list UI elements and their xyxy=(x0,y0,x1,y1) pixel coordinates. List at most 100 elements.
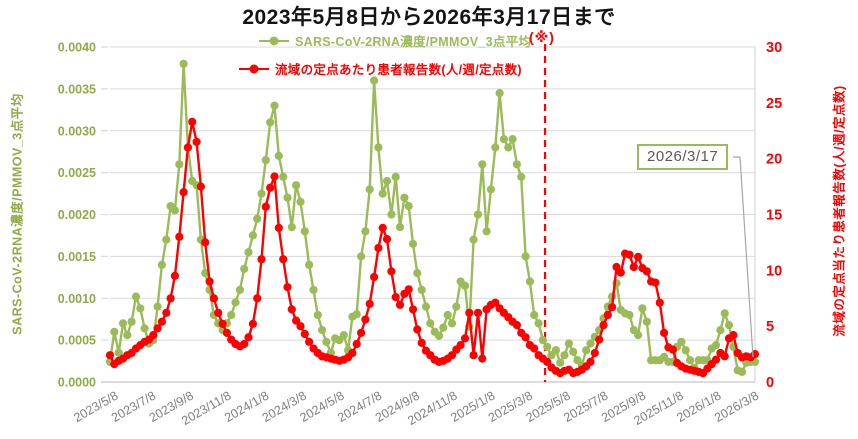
rna-series-marker xyxy=(724,321,734,330)
rna-series-marker xyxy=(681,346,690,355)
chart-title: 2023年5月8日から2026年3月17日まで xyxy=(242,6,616,29)
rna-series-marker xyxy=(569,347,578,356)
rna-series-marker xyxy=(504,143,513,152)
rna-series-marker xyxy=(352,310,361,319)
patients-series-marker xyxy=(153,324,162,333)
legend-item-rna: SARS-CoV-2RNA濃度/PMMOV_3点平均 xyxy=(259,31,531,50)
patients-series-marker xyxy=(300,329,309,339)
rna-series-marker xyxy=(499,135,508,144)
legend-item-patients: 流域の定点あたり患者報告数(人/週/定点数) xyxy=(239,59,522,78)
patients-series-marker xyxy=(166,294,175,303)
rna-series-marker xyxy=(460,281,470,290)
rna-series-marker xyxy=(244,248,253,257)
rna-series-marker xyxy=(711,341,721,350)
patients-series-marker xyxy=(253,294,262,303)
rna-series-marker xyxy=(586,339,595,348)
rna-series-marker xyxy=(391,172,400,181)
patients-series-marker xyxy=(365,299,374,308)
rna-series-marker xyxy=(443,310,452,320)
rna-series-marker xyxy=(538,336,548,345)
rna-series-marker xyxy=(305,260,314,269)
patients-series-marker xyxy=(469,351,478,360)
rna-series-marker xyxy=(370,76,379,85)
rna-series-marker xyxy=(292,181,301,190)
rna-series-marker xyxy=(118,319,128,328)
rna-series-marker xyxy=(473,210,483,219)
patients-series-marker xyxy=(183,143,192,152)
rna-series-marker xyxy=(517,172,526,181)
rna-series-marker xyxy=(512,160,522,169)
rna-series-marker xyxy=(564,339,574,348)
patients-series-marker xyxy=(105,351,115,360)
patients-series-marker xyxy=(352,339,361,349)
rna-series-marker xyxy=(395,223,405,232)
patients-series-marker xyxy=(374,243,383,253)
patients-series-marker xyxy=(590,348,599,358)
rna-series-marker xyxy=(357,252,366,261)
rna-series-marker xyxy=(235,285,244,294)
rna-series-marker xyxy=(231,298,240,307)
rna-series-marker xyxy=(638,304,647,313)
right-tick-label: 30 xyxy=(766,40,782,56)
patients-series-marker xyxy=(473,308,483,317)
rna-series-marker xyxy=(408,239,418,248)
rna-series-marker xyxy=(508,135,517,144)
patients-series-marker xyxy=(261,202,270,211)
patients-series-marker xyxy=(720,352,729,361)
rna-series-marker xyxy=(426,319,435,328)
patients-series-marker xyxy=(188,117,197,126)
patients-series-marker xyxy=(530,344,539,353)
patients-series-marker xyxy=(162,308,171,317)
rna-series-marker xyxy=(248,231,257,240)
rna-series-marker xyxy=(309,285,318,294)
patients-series-marker xyxy=(512,321,522,330)
rna-series-marker xyxy=(421,302,431,311)
annotation-label: 2026/3/17 xyxy=(647,148,719,165)
rna-series-marker xyxy=(404,202,413,211)
rna-series-marker xyxy=(157,260,166,269)
annotation-box: 2026/3/17 xyxy=(637,144,729,170)
patients-series-marker xyxy=(287,305,296,314)
rna-series-marker xyxy=(677,337,686,346)
rna-series-marker xyxy=(486,185,495,194)
patients-series-marker xyxy=(660,328,669,337)
patients-series-marker xyxy=(491,298,500,307)
patients-series-marker xyxy=(370,272,379,282)
annotation-leader-line xyxy=(733,156,754,357)
right-tick-label: 5 xyxy=(766,319,774,335)
rna-series-marker xyxy=(131,292,141,301)
rna-series-marker xyxy=(551,346,561,355)
rna-series-marker xyxy=(400,193,409,202)
rna-series-marker xyxy=(175,160,184,169)
legend-line-marker-rna-icon xyxy=(259,36,289,46)
patients-series-marker xyxy=(465,308,474,317)
rna-series-marker xyxy=(110,327,119,336)
patients-series-marker xyxy=(413,325,422,334)
patients-series-marker xyxy=(608,303,617,312)
rna-series-marker xyxy=(556,358,565,367)
rna-series-marker xyxy=(716,326,725,335)
rna-series-marker xyxy=(530,310,539,320)
rna-series-marker xyxy=(720,309,729,318)
rna-series-marker xyxy=(296,197,305,206)
rna-series-marker xyxy=(439,323,448,332)
rna-series-marker xyxy=(434,331,444,340)
rna-series-marker xyxy=(521,252,530,261)
rna-series-marker xyxy=(525,277,535,286)
rna-series-marker xyxy=(482,227,491,236)
note-reference-mark: (※) xyxy=(529,29,555,45)
patients-series-marker xyxy=(655,298,664,307)
rna-series-marker xyxy=(495,89,504,98)
rna-series-marker xyxy=(534,319,543,328)
patients-series-marker xyxy=(382,235,392,244)
patients-series-marker xyxy=(209,294,218,303)
patients-series-marker xyxy=(603,310,612,320)
patients-series-marker xyxy=(391,293,400,302)
patients-series-marker xyxy=(642,267,651,276)
patients-series-marker xyxy=(201,238,210,247)
rna-series-marker xyxy=(686,356,695,365)
patients-series-marker xyxy=(460,334,470,343)
patients-series-marker xyxy=(404,285,413,294)
